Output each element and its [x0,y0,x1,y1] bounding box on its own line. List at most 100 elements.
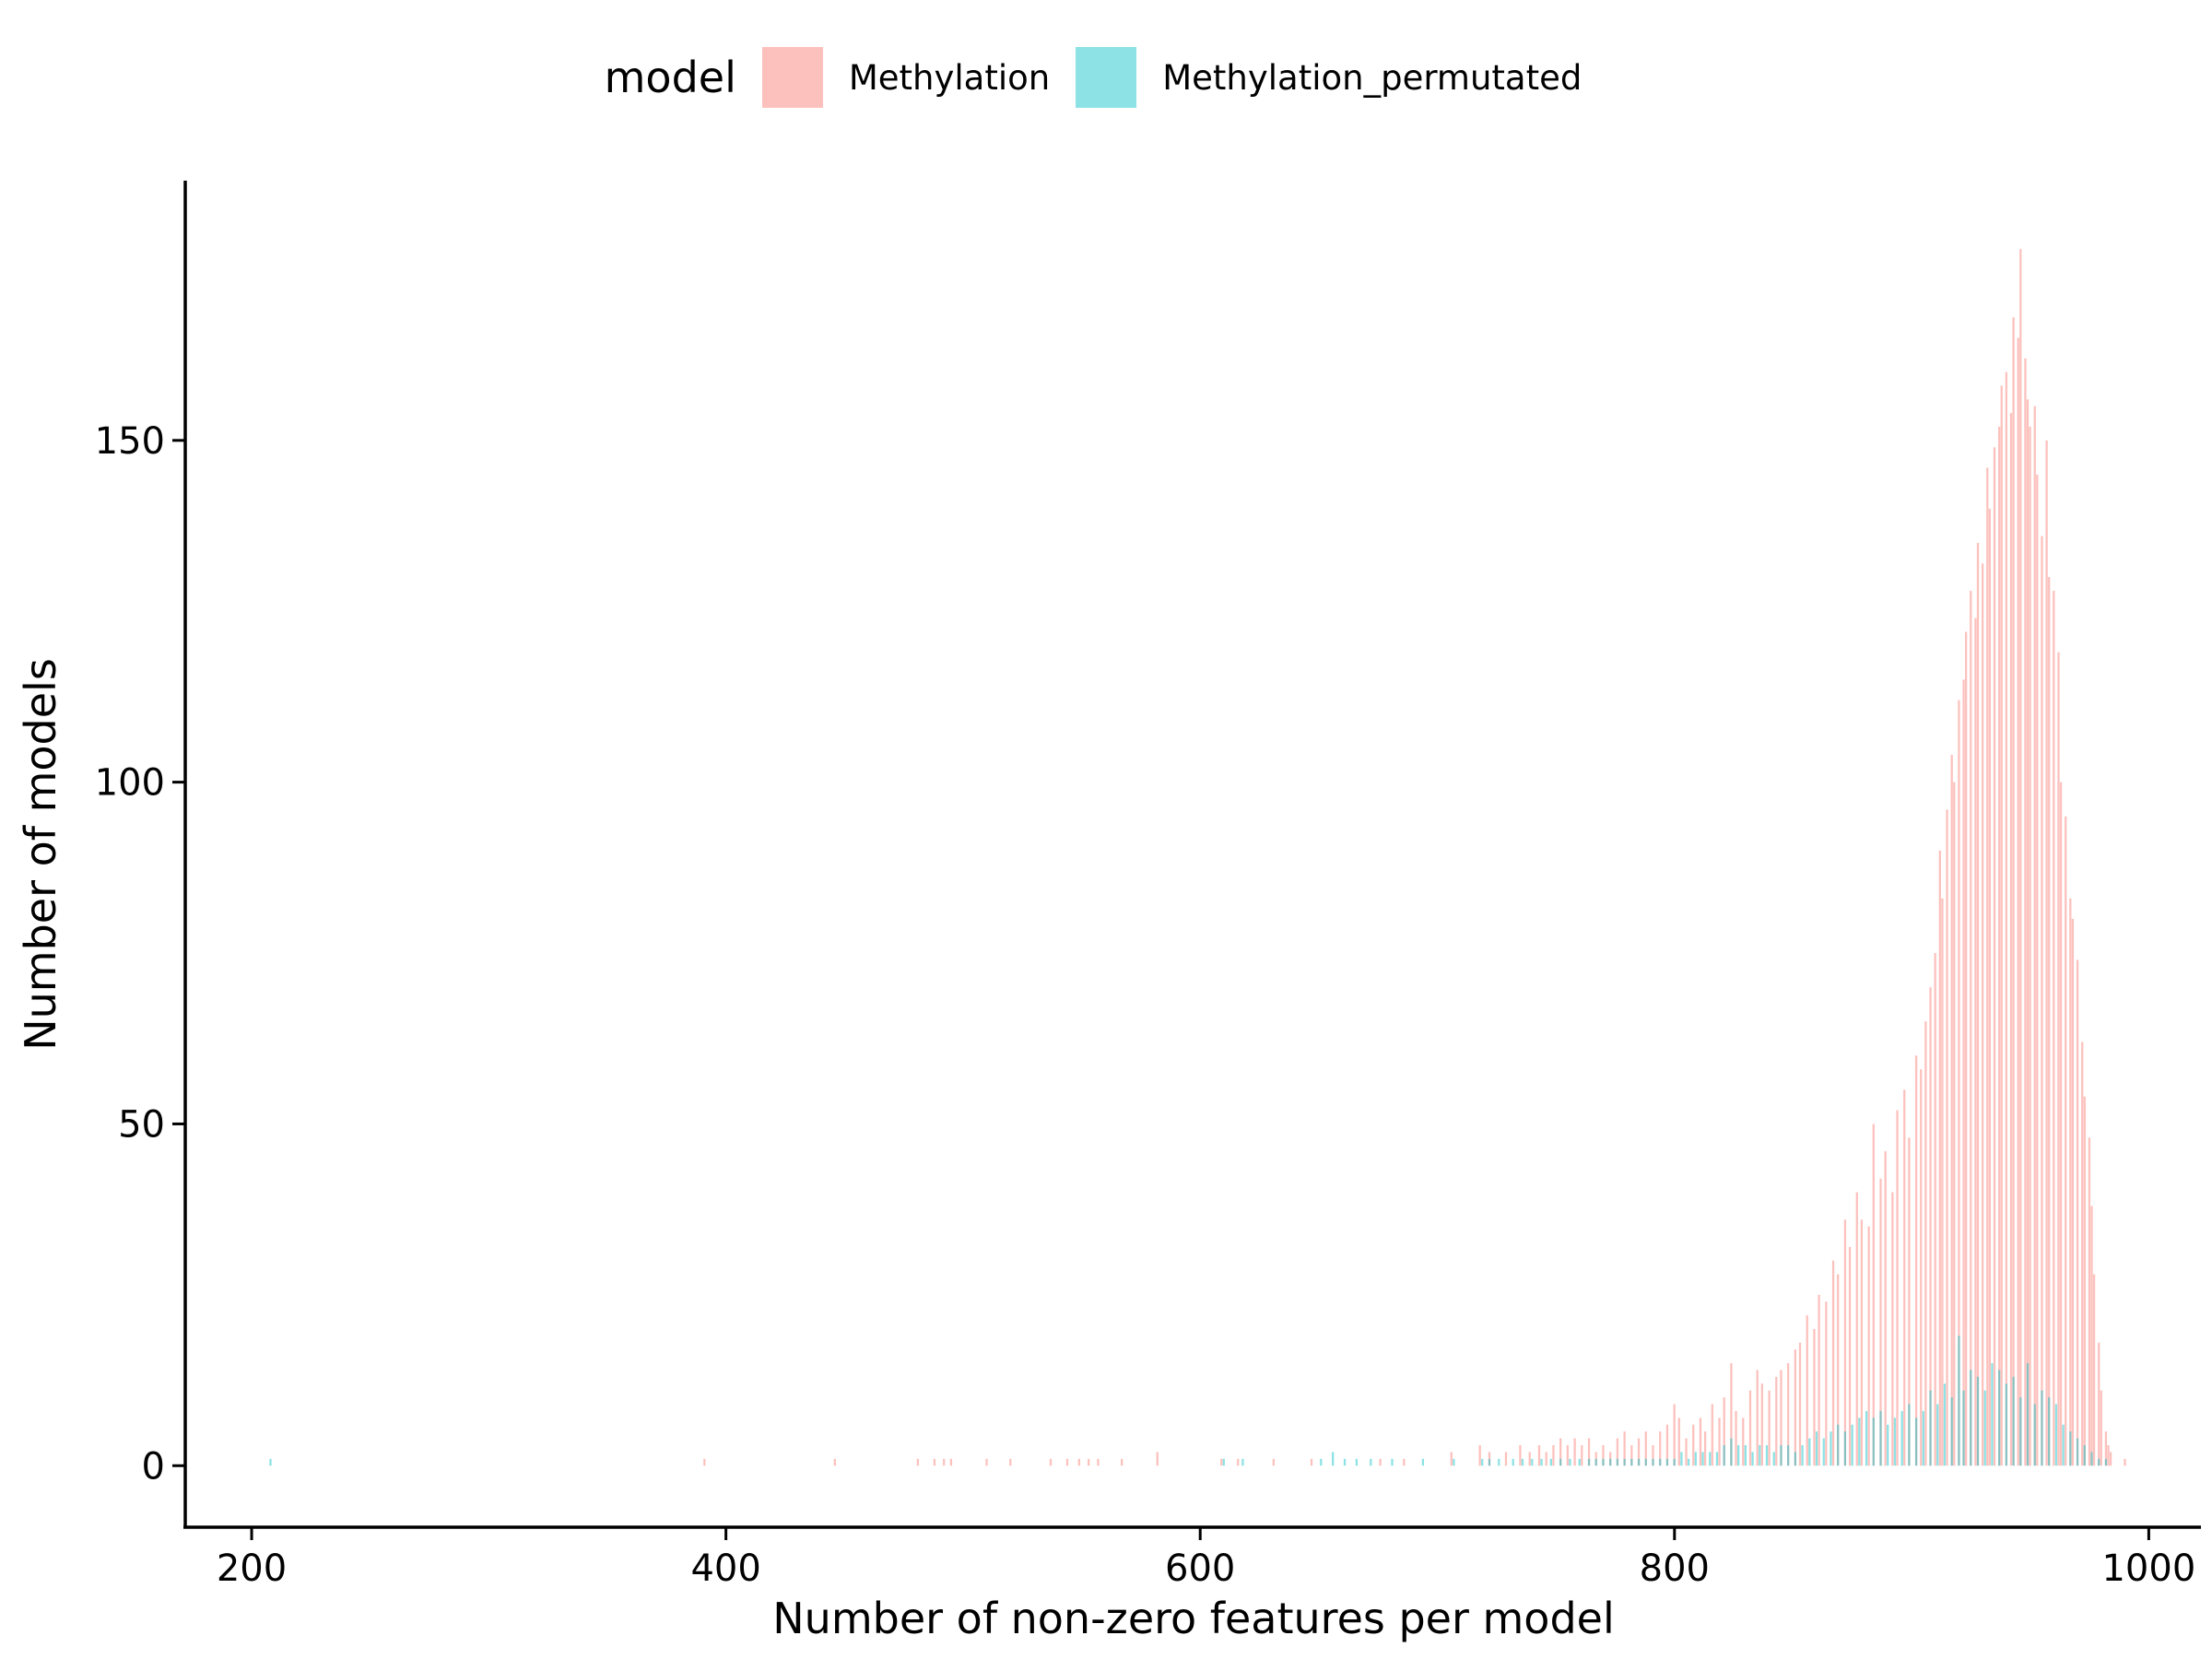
bar-methylation [2019,249,2022,1466]
bar-methylation-permutated [1765,1445,1769,1466]
bar-methylation [1121,1458,1124,1466]
bar-methylation [1843,1219,1847,1466]
bar-methylation [1552,1445,1555,1466]
bar-methylation [1097,1458,1100,1466]
bar-methylation [1908,1137,1911,1466]
bar-methylation-permutated [1701,1452,1704,1466]
y-tick-label: 100 [95,762,165,805]
bar-methylation-permutated [1652,1458,1654,1466]
bar-methylation-permutated [1843,1431,1847,1466]
y-axis-title: Number of models [16,658,65,1051]
bar-methylation-permutated [1929,1390,1932,1466]
bar-methylation-permutated [1808,1438,1811,1466]
bar-methylation-permutated [1830,1431,1832,1466]
bar-methylation [1237,1458,1240,1466]
bar-methylation [1692,1424,1695,1466]
bar-methylation [1986,467,1989,1466]
bar-methylation [1780,1370,1783,1466]
bar-methylation-permutated [1481,1458,1484,1466]
bar-methylation [1818,1294,1820,1466]
bar-methylation [1711,1404,1713,1466]
bar-methylation-permutated [1521,1458,1524,1466]
bar-methylation [1644,1431,1647,1466]
legend-item-methylation-permutated: Methylation_permutated [1076,47,1582,108]
bar-methylation-permutated [1343,1458,1347,1466]
bar-methylation [1938,850,1941,1466]
bar-methylation-permutated [1453,1458,1455,1466]
bar-methylation [1748,1390,1752,1466]
bar-methylation [1699,1418,1702,1466]
bar-methylation-permutated [1794,1452,1797,1466]
bar-methylation-permutated [2048,1397,2051,1466]
bar-methylation-permutated [2054,1404,2058,1466]
bar-methylation [1685,1438,1688,1466]
legend-title: model [604,53,736,102]
bar-methylation [1867,1226,1870,1466]
bar-methylation [1879,1178,1882,1466]
bar-methylation [1946,809,1948,1466]
bar-methylation [1537,1445,1541,1466]
bar-methylation-permutated [1488,1458,1491,1466]
bar-methylation [1998,426,2001,1466]
bar-methylation [1665,1424,1669,1466]
bar-methylation-permutated [1759,1445,1761,1466]
bar-methylation [2071,918,2075,1466]
bar-methylation-permutated [1879,1410,1882,1466]
bar-methylation-permutated [1569,1458,1571,1466]
bars-layer [269,249,2126,1466]
bar-methylation-permutated [1736,1445,1740,1466]
bar-methylation-permutated [2104,1458,2108,1466]
bar-methylation-permutated [1858,1418,1861,1466]
bar-methylation [949,1458,953,1466]
bar-methylation-permutated [1887,1424,1889,1466]
bar-methylation [1735,1410,1737,1466]
bar-methylation [1953,782,1956,1466]
x-tick-label: 1000 [2101,1547,2195,1590]
x-tick-label: 800 [1640,1547,1710,1590]
bar-methylation-permutated [1908,1404,1911,1466]
bar-methylation [1718,1418,1721,1466]
bar-methylation [2033,406,2036,1466]
bar-methylation [1587,1438,1591,1466]
bar-methylation [1652,1445,1654,1466]
bar-methylation [1730,1363,1733,1466]
bar-methylation-permutated [1730,1438,1733,1466]
bar-methylation [2048,577,2051,1466]
bar-methylation [1806,1315,1808,1466]
bar-methylation-permutated [1549,1458,1553,1466]
bar-methylation-permutated [1602,1458,1605,1466]
bar-methylation [2026,399,2030,1466]
bar-methylation [1450,1452,1453,1466]
bar-methylation [1488,1452,1491,1466]
bar-methylation [2036,474,2039,1466]
bar-methylation-permutated [1943,1383,1947,1466]
bar-methylation-permutated [1531,1458,1534,1466]
bar-methylation [1993,447,1996,1466]
bar-methylation-permutated [2019,1397,2022,1466]
bar-methylation-permutated [1630,1458,1633,1466]
bar-methylation [1310,1458,1313,1466]
bar-methylation [1768,1390,1771,1466]
bar-methylation [943,1458,946,1466]
bar-methylation [2109,1452,2112,1466]
bar-methylation [2059,782,2063,1466]
bar-methylation-permutated [1687,1458,1690,1466]
bar-methylation [2124,1458,2126,1466]
bar-methylation [2088,1137,2091,1466]
bar-methylation [2098,1342,2100,1466]
bar-methylation [1403,1458,1406,1466]
bar-methylation-permutated [1540,1458,1543,1466]
bar-methylation [2069,898,2072,1466]
bar-methylation [1920,1069,1923,1466]
bar-methylation-permutated [1787,1445,1790,1466]
bar-methylation [1065,1458,1069,1466]
bar-methylation-permutated [1694,1452,1697,1466]
bar-methylation-permutated [2062,1424,2065,1466]
bar-methylation [1559,1438,1562,1466]
bar-methylation-permutated [1962,1390,1965,1466]
legend-swatch-methylation [761,47,823,108]
bar-methylation-permutated [1391,1458,1394,1466]
bar-methylation [1220,1458,1223,1466]
bar-methylation [1974,618,1977,1466]
